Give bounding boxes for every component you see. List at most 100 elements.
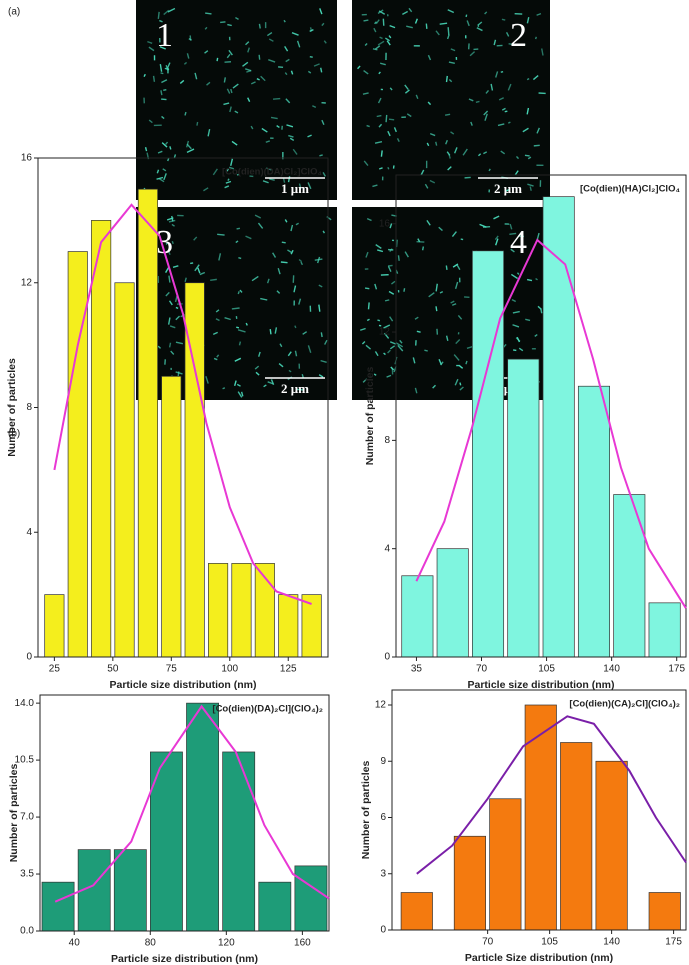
y-tick-label: 12 xyxy=(375,700,387,711)
particle xyxy=(323,40,327,44)
particle xyxy=(196,121,199,126)
particle xyxy=(314,258,323,261)
particle xyxy=(363,19,369,22)
particle xyxy=(377,9,384,15)
particle xyxy=(185,140,190,148)
particle xyxy=(235,240,239,244)
particle xyxy=(515,155,520,160)
particle xyxy=(389,345,396,350)
bar xyxy=(542,196,575,658)
particle xyxy=(171,223,175,227)
particle xyxy=(483,151,488,155)
particle xyxy=(258,351,261,357)
particle xyxy=(495,71,499,78)
particle xyxy=(274,327,278,334)
particle xyxy=(213,357,218,361)
particle xyxy=(282,177,286,183)
particle xyxy=(160,72,164,75)
particle xyxy=(230,158,234,166)
particle xyxy=(239,289,243,293)
bar xyxy=(400,892,433,931)
particle xyxy=(284,219,288,223)
particle xyxy=(228,49,233,56)
particle xyxy=(374,21,378,25)
particle xyxy=(482,225,491,228)
particle xyxy=(276,290,281,294)
particle xyxy=(404,251,409,258)
particle xyxy=(494,235,499,240)
particle xyxy=(469,51,476,57)
particle xyxy=(373,27,377,33)
particle xyxy=(254,365,260,370)
bar xyxy=(577,385,610,658)
y-tick-label: 4 xyxy=(26,527,32,538)
particle xyxy=(165,266,170,274)
particle xyxy=(425,23,428,29)
particle xyxy=(159,46,166,50)
particle xyxy=(165,241,169,245)
particle xyxy=(265,167,272,171)
particle xyxy=(379,36,383,40)
particle xyxy=(395,239,399,248)
bar xyxy=(258,881,292,932)
particle xyxy=(224,185,230,189)
particle xyxy=(403,288,406,292)
particle xyxy=(260,297,268,301)
particle xyxy=(438,358,443,366)
particle xyxy=(500,150,506,155)
particle xyxy=(365,344,372,350)
particle xyxy=(216,57,219,62)
particle xyxy=(261,127,268,133)
particle xyxy=(427,54,432,61)
particle xyxy=(237,329,246,333)
particle xyxy=(186,148,195,153)
y-axis-title: Number of particles xyxy=(360,761,372,860)
particle xyxy=(156,176,164,180)
particle xyxy=(383,352,386,356)
image-number: 3 xyxy=(156,224,173,261)
bar xyxy=(648,892,681,931)
x-tick-label: 35 xyxy=(411,664,423,675)
particle xyxy=(365,251,369,258)
particle xyxy=(284,46,289,52)
y-tick-label: 6 xyxy=(380,812,386,823)
particle xyxy=(270,116,278,120)
particle xyxy=(287,351,292,357)
particle xyxy=(254,214,262,219)
particle xyxy=(162,168,167,172)
particle xyxy=(240,391,244,397)
chart-title: [Co(dien)(CA)₂Cl](ClO₄)₂ xyxy=(569,699,680,710)
particle xyxy=(374,141,383,144)
particle xyxy=(279,343,283,348)
particle xyxy=(388,118,395,121)
particle xyxy=(378,71,381,75)
particle xyxy=(456,264,461,271)
particle xyxy=(415,94,419,99)
scale-bar-label: 1 μm xyxy=(281,181,309,196)
particle xyxy=(171,215,174,222)
scale-bar-label: 2 μm xyxy=(281,381,309,396)
particle xyxy=(518,347,524,352)
particle xyxy=(298,258,303,263)
particle xyxy=(362,378,368,383)
particle xyxy=(389,341,396,345)
particle xyxy=(414,316,419,320)
particle xyxy=(293,285,297,293)
y-tick-label: 7.0 xyxy=(20,812,34,823)
particle xyxy=(268,59,276,63)
particle xyxy=(387,166,390,170)
particle xyxy=(159,19,163,23)
particle xyxy=(450,131,455,135)
particle xyxy=(227,178,230,181)
bar xyxy=(150,751,183,932)
x-tick-label: 25 xyxy=(49,664,61,675)
particle xyxy=(294,325,297,329)
particle xyxy=(426,220,431,226)
particle xyxy=(374,45,381,50)
bar xyxy=(648,602,681,658)
particle xyxy=(505,31,510,37)
particle xyxy=(367,302,370,310)
particle xyxy=(374,351,379,357)
particle xyxy=(363,69,369,75)
particle xyxy=(247,97,251,102)
